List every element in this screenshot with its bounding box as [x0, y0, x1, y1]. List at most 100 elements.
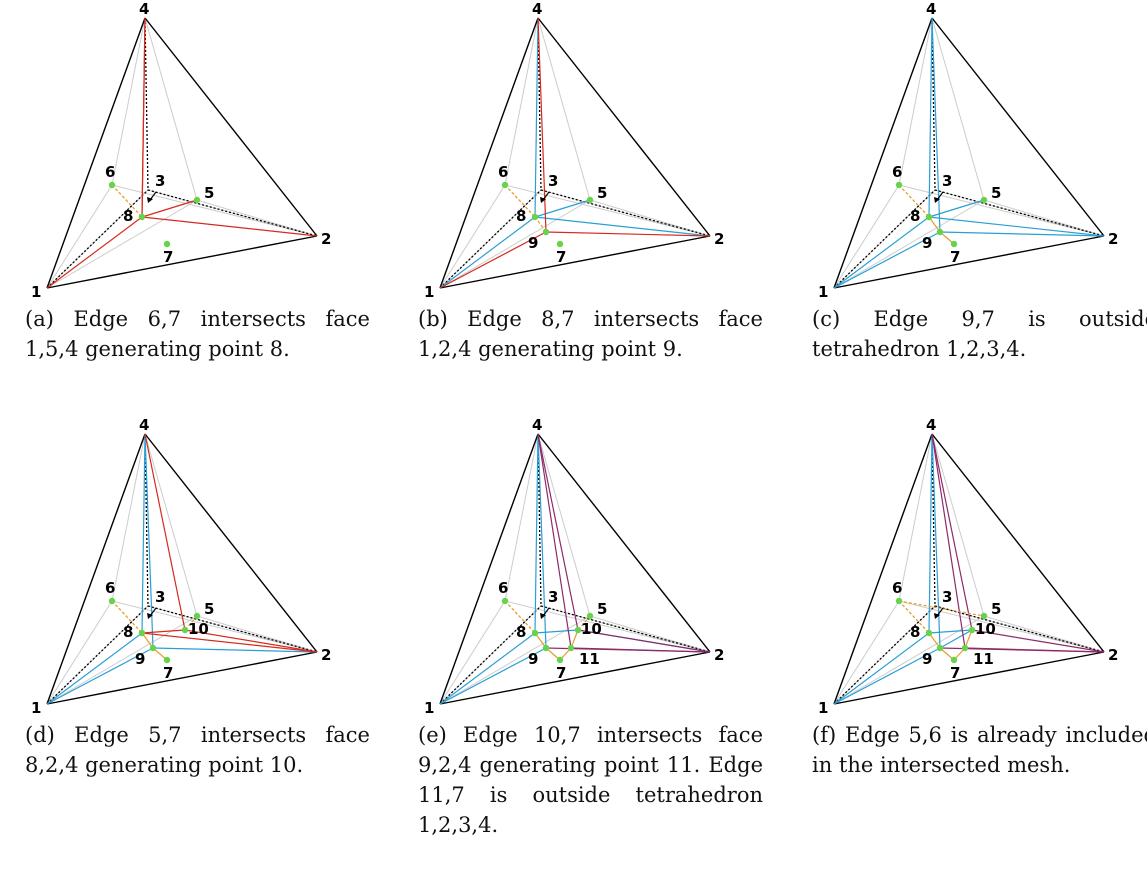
edge-1-8: [439, 632, 536, 705]
point-7: [950, 656, 958, 664]
edge-1-2: [439, 651, 711, 705]
edge-1-2: [833, 235, 1105, 289]
pointer-arrow-head-3: [540, 613, 546, 619]
label-5: 5: [991, 184, 1001, 202]
label-7: 7: [163, 664, 173, 682]
point-5: [193, 612, 201, 620]
label-7: 7: [950, 664, 960, 682]
figure-d: 1 2 3 4 5 6 7 89 10: [31, 416, 331, 717]
edge-6-2: [111, 600, 318, 653]
edge-5-2: [983, 199, 1105, 237]
label-7: 7: [556, 248, 566, 266]
edge-4-9: [537, 17, 547, 233]
point-11: [961, 644, 969, 652]
edge-1-3: [439, 605, 542, 705]
edge-1-3: [46, 605, 149, 705]
edge-4-9: [931, 17, 941, 233]
edge-8-10: [928, 629, 973, 634]
point-10: [574, 626, 582, 634]
edge-9-2: [545, 231, 711, 237]
label-3: 3: [548, 172, 558, 190]
label-4: 4: [926, 416, 936, 434]
edge-5-2: [589, 199, 711, 237]
edge-6-8: [504, 600, 536, 634]
edge-1-5: [46, 199, 198, 289]
label-9: 9: [528, 650, 538, 668]
edge-10-2: [971, 629, 1105, 653]
point-9: [542, 644, 550, 652]
edge-1-2: [46, 235, 318, 289]
label-4: 4: [532, 0, 542, 18]
pointer-arrow-head-3: [147, 613, 153, 619]
edge-1-4: [439, 433, 539, 705]
edge-6-2: [504, 184, 711, 237]
edge-1-4: [833, 433, 933, 705]
point-9: [936, 644, 944, 652]
label-2: 2: [714, 230, 724, 248]
edge-1-9: [833, 231, 941, 289]
point-6: [895, 181, 903, 189]
edge-9-10: [939, 629, 973, 649]
edge-4-2: [931, 17, 1105, 237]
label-5: 5: [597, 184, 607, 202]
edge-1-4: [46, 433, 146, 705]
point-7: [950, 240, 958, 248]
edge-4-2: [537, 17, 711, 237]
edge-6-4: [898, 433, 933, 602]
edge-1-4: [439, 17, 539, 289]
edge-1-4: [46, 17, 146, 289]
edge-1-8: [46, 216, 143, 289]
edge-5-2: [196, 199, 318, 237]
edge-6-5: [898, 600, 985, 617]
label-6: 6: [498, 163, 508, 181]
label-9: 9: [135, 650, 145, 668]
edge-4-8: [534, 17, 539, 218]
edge-4-5: [537, 17, 591, 201]
edge-1-3: [46, 189, 149, 289]
label-4: 4: [139, 0, 149, 18]
label-3: 3: [942, 172, 952, 190]
point-8: [925, 629, 933, 637]
edge-8-2: [141, 216, 318, 237]
edge-10-2: [184, 629, 318, 653]
edge-4-8: [141, 433, 146, 634]
edge-1-3: [833, 605, 936, 705]
edge-8-10: [141, 629, 186, 634]
edge-3-2: [934, 605, 1105, 653]
edge-4-9: [144, 433, 154, 649]
edge-1-4: [833, 17, 933, 289]
caption-d: (d) Edge 5,7 intersects face 8,2,4 gener…: [25, 723, 370, 777]
edge-1-6: [833, 600, 900, 705]
label-6: 6: [498, 579, 508, 597]
label-11: 11: [579, 650, 600, 668]
pointer-arrow-head-3: [934, 613, 940, 619]
edge-4-10: [537, 433, 579, 631]
label-1: 1: [818, 283, 828, 301]
edge-1-9: [439, 647, 547, 705]
edge-8-2: [141, 632, 318, 653]
edge-1-3: [439, 189, 542, 289]
edge-1-8: [439, 216, 536, 289]
point-7: [556, 656, 564, 664]
edge-6-4: [898, 17, 933, 186]
edge-4-11: [931, 433, 966, 649]
label-1: 1: [31, 283, 41, 301]
caption-e: (e) Edge 10,7 intersects face 9,2,4 gene…: [418, 723, 763, 837]
edge-6-8: [898, 600, 930, 634]
caption-f: (f) Edge 5,6 is already included in the …: [812, 723, 1147, 777]
edge-4-10: [931, 433, 973, 631]
label-2: 2: [321, 646, 331, 664]
edge-4-5: [144, 433, 198, 617]
figure-f: 1 2 3 4 5 6 7 89 10 11: [818, 416, 1118, 717]
edge-6-2: [898, 184, 1105, 237]
edge-1-6: [46, 600, 113, 705]
edge-4-2: [931, 433, 1105, 653]
edge-4-8: [141, 17, 146, 218]
edge-1-8: [46, 632, 143, 705]
edge-8-5: [928, 199, 985, 218]
label-6: 6: [105, 163, 115, 181]
point-8: [531, 629, 539, 637]
edge-1-2: [833, 651, 1105, 705]
label-10: 10: [188, 620, 209, 638]
edge-6-2: [111, 184, 318, 237]
